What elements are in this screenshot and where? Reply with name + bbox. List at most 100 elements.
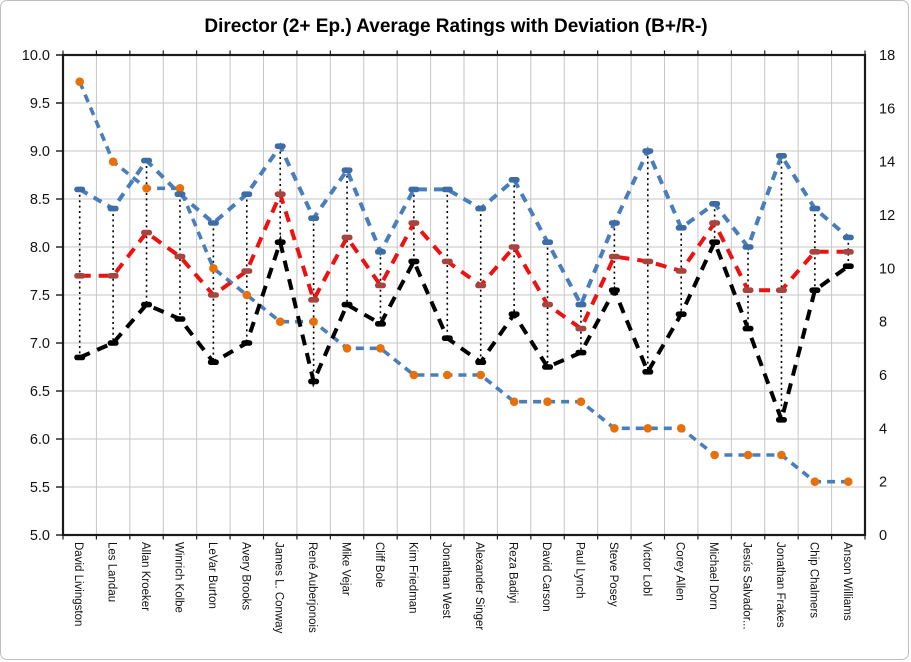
worst-rating-r-minus-marker [608,287,620,293]
worst-rating-r-minus-marker [675,311,687,317]
average-rating-marker [207,292,219,298]
average-rating-marker [608,253,620,260]
best-rating-b-plus-marker [241,191,253,197]
average-rating-marker [141,229,153,236]
best-rating-b-plus-marker [74,186,86,193]
category-label: Jesús Salvador... [741,542,753,630]
category-label: René Auberjonois [306,542,318,633]
right-axis-tick-label: 2 [879,475,887,491]
worst-rating-r-minus-marker [241,340,253,346]
best-rating-b-plus-marker [475,205,487,212]
category-label: Paul Lynch [573,542,585,598]
worst-rating-r-minus-marker [475,359,487,365]
worst-rating-r-minus-marker [408,258,420,265]
episode-count-marker [676,424,686,433]
chart-title: Director (2+ Ep.) Average Ratings with D… [204,16,707,37]
category-label: Reza Badiyi [507,542,519,603]
best-rating-b-plus-marker [809,205,821,212]
category-label: Steve Posey [607,542,619,607]
episode-count-marker [442,370,452,380]
worst-rating-r-minus-marker [174,316,186,322]
best-rating-b-plus-marker [308,215,320,221]
best-rating-b-plus-marker [508,177,520,183]
episode-count-marker [576,397,586,406]
series-episode-count [75,77,853,486]
category-label: Victor Lobl [640,542,652,596]
best-rating-b-plus-marker [141,157,153,164]
worst-rating-r-minus-marker [742,325,754,332]
worst-rating-r-minus-marker [308,378,320,385]
category-label: Jonathan West [440,542,452,619]
episode-count-marker [810,477,820,486]
plot-area: 10.0 9.5 9.0 8.5 8.0 7.5 7.0 6.5 6.0 5.5 5.0 18 16 14… [22,48,895,634]
average-rating-marker [107,273,119,279]
episode-count-marker [409,370,419,380]
worst-rating-r-minus-marker [542,364,554,370]
series-worst-rating-r-minus [74,234,854,427]
right-axis-tick-label: 4 [879,421,887,437]
left-axis-tick-label: 5.0 [30,528,50,544]
best-rating-b-plus-marker [775,153,787,159]
best-rating-b-plus-marker [608,220,620,226]
average-rating-marker [441,258,453,265]
best-rating-b-plus-marker [341,167,353,173]
best-rating-b-plus-marker [742,244,754,250]
category-label: David Carson [540,542,552,612]
right-axis-tick-label: 10 [879,261,895,277]
episode-count-marker [710,450,719,460]
average-rating-marker [775,287,787,293]
worst-rating-r-minus-marker [441,335,453,341]
average-rating-marker [374,282,386,289]
category-label: Mike Vejar [340,542,352,596]
left-axis-tick-label: 8.0 [30,240,50,256]
category-label: Kim Friedman [406,542,418,614]
average-rating-marker [542,301,554,308]
category-label: James L. Conway [273,542,285,634]
left-axis-tick-label: 6.5 [30,384,50,400]
category-label: Chip Chalmers [807,542,819,618]
best-rating-b-plus-marker [842,234,854,241]
worst-rating-r-minus-marker [107,340,119,346]
right-axis-tick-label: 8 [879,315,887,331]
category-label: Winrich Kolbe [172,542,184,613]
episode-count-marker [242,290,252,300]
best-rating-b-plus-marker [642,148,654,154]
best-rating-b-plus-marker [441,186,453,193]
category-label: Jonathan Frakes [774,542,786,628]
category-label: Anson Williams [841,542,853,621]
average-rating-marker [475,282,487,289]
average-rating-marker [742,287,754,293]
axes [56,50,867,540]
episode-count-marker [175,184,185,193]
best-rating-b-plus-marker [174,191,186,197]
average-rating-marker [241,268,253,274]
episode-count-marker [309,317,318,326]
worst-rating-r-minus-line [78,234,850,427]
category-label: Allan Kroeker [139,542,151,611]
category-label: Avery Brooks [239,542,251,610]
average-rating-marker [174,253,186,260]
series-best-rating-b-plus [74,142,854,310]
right-axis-labels: 18 16 14 12 10 8 6 4 2 0 [879,48,895,544]
right-axis-tick-label: 18 [879,48,895,64]
worst-rating-r-minus-marker [775,417,787,423]
category-label: Cliff Bole [373,542,385,588]
worst-rating-r-minus-marker [274,239,286,245]
right-axis-tick-label: 12 [879,208,895,224]
left-axis-tick-label: 9.0 [30,144,50,160]
series-average-rating [74,188,854,332]
episode-count-marker [843,477,853,486]
average-rating-marker [675,268,687,274]
episode-count-line [78,81,849,484]
left-axis-tick-label: 9.5 [30,96,50,112]
best-rating-b-plus-marker [575,301,587,308]
right-axis-tick-label: 16 [879,101,895,117]
average-rating-marker [408,220,420,226]
episode-count-marker [108,157,118,166]
episode-count-marker [75,77,85,86]
best-rating-b-plus-marker [207,220,219,226]
best-rating-b-plus-marker [709,201,721,207]
worst-rating-r-minus-marker [141,301,153,308]
